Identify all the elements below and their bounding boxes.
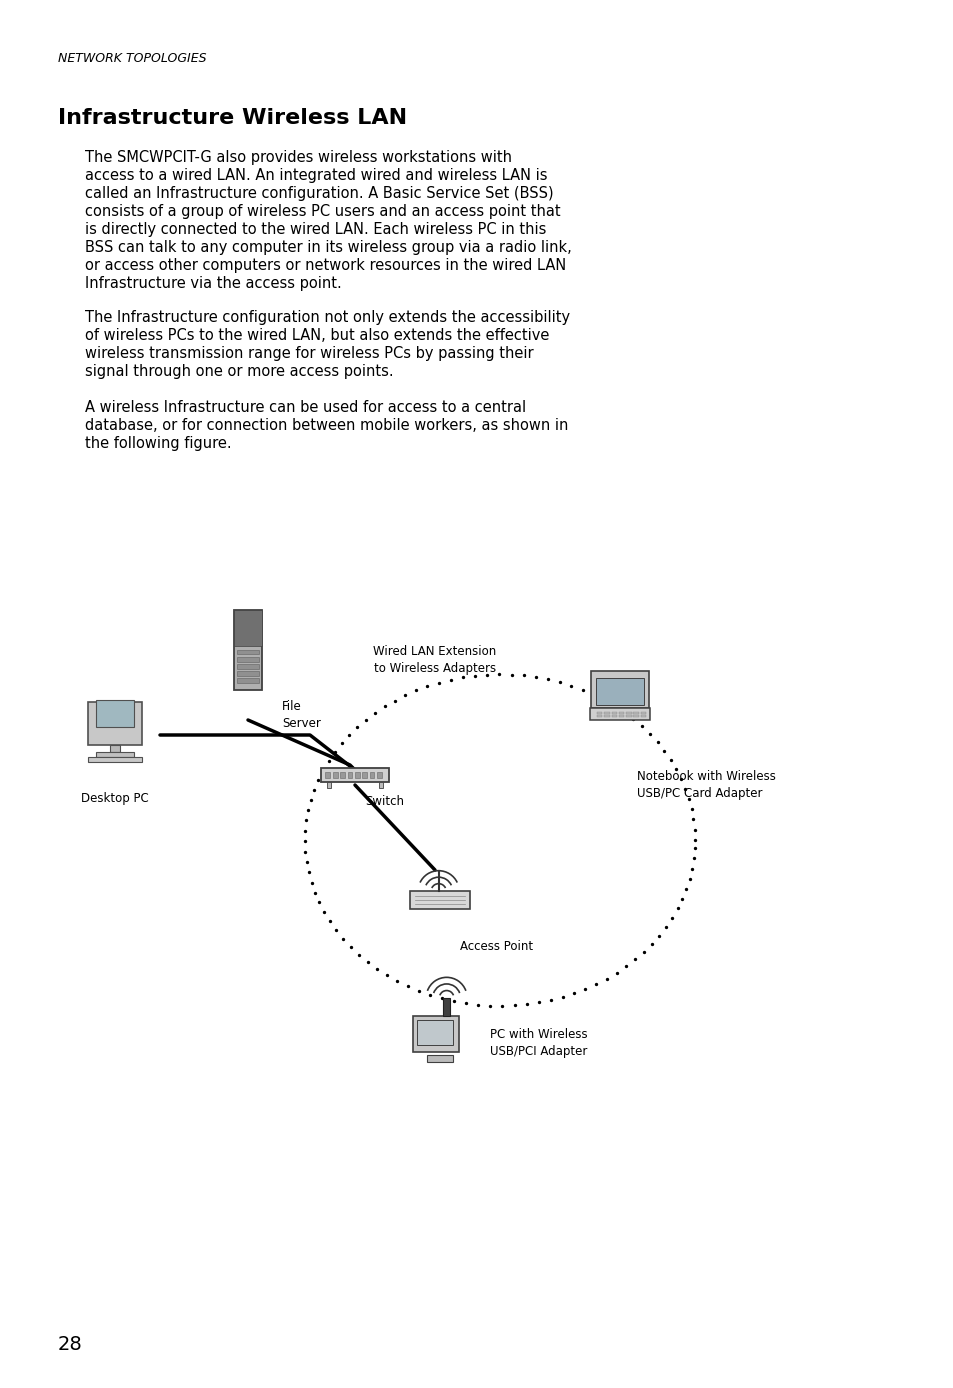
FancyBboxPatch shape <box>595 677 643 705</box>
Text: 28: 28 <box>58 1335 83 1355</box>
FancyBboxPatch shape <box>611 715 617 718</box>
Text: File
Server: File Server <box>282 700 320 730</box>
FancyBboxPatch shape <box>618 715 623 718</box>
Text: Desktop PC: Desktop PC <box>81 793 149 805</box>
FancyBboxPatch shape <box>443 998 450 1016</box>
FancyBboxPatch shape <box>597 715 601 718</box>
FancyBboxPatch shape <box>633 715 639 718</box>
FancyBboxPatch shape <box>236 679 258 683</box>
FancyBboxPatch shape <box>376 772 381 779</box>
FancyBboxPatch shape <box>347 772 352 779</box>
FancyBboxPatch shape <box>427 1055 452 1062</box>
FancyBboxPatch shape <box>340 772 345 779</box>
Text: signal through one or more access points.: signal through one or more access points… <box>85 364 394 379</box>
FancyBboxPatch shape <box>370 772 375 779</box>
FancyBboxPatch shape <box>110 745 120 751</box>
FancyBboxPatch shape <box>410 891 469 909</box>
FancyBboxPatch shape <box>625 715 631 718</box>
Text: consists of a group of wireless PC users and an access point that: consists of a group of wireless PC users… <box>85 204 560 219</box>
FancyBboxPatch shape <box>96 751 133 756</box>
FancyBboxPatch shape <box>640 712 645 713</box>
Text: Notebook with Wireless
USB/PC Card Adapter: Notebook with Wireless USB/PC Card Adapt… <box>637 770 775 799</box>
FancyBboxPatch shape <box>591 670 648 708</box>
Text: is directly connected to the wired LAN. Each wireless PC in this: is directly connected to the wired LAN. … <box>85 222 546 237</box>
FancyBboxPatch shape <box>95 700 134 726</box>
Text: the following figure.: the following figure. <box>85 436 232 451</box>
FancyBboxPatch shape <box>236 657 258 662</box>
FancyBboxPatch shape <box>88 702 142 745</box>
FancyBboxPatch shape <box>321 768 388 781</box>
Text: Infrastructure via the access point.: Infrastructure via the access point. <box>85 276 341 291</box>
FancyBboxPatch shape <box>355 772 359 779</box>
FancyBboxPatch shape <box>640 715 645 718</box>
Text: PC with Wireless
USB/PCI Adapter: PC with Wireless USB/PCI Adapter <box>490 1029 587 1058</box>
Text: A wireless Infrastructure can be used for access to a central: A wireless Infrastructure can be used fo… <box>85 400 525 415</box>
FancyBboxPatch shape <box>413 1016 458 1052</box>
Text: of wireless PCs to the wired LAN, but also extends the effective: of wireless PCs to the wired LAN, but al… <box>85 328 549 343</box>
FancyBboxPatch shape <box>611 712 617 713</box>
Text: database, or for connection between mobile workers, as shown in: database, or for connection between mobi… <box>85 418 568 433</box>
FancyBboxPatch shape <box>618 712 623 713</box>
FancyBboxPatch shape <box>333 772 337 779</box>
Text: Infrastructure Wireless LAN: Infrastructure Wireless LAN <box>58 108 407 128</box>
Text: called an Infrastructure configuration. A Basic Service Set (BSS): called an Infrastructure configuration. … <box>85 186 553 201</box>
FancyBboxPatch shape <box>633 712 639 713</box>
FancyBboxPatch shape <box>236 650 258 655</box>
FancyBboxPatch shape <box>416 1020 453 1045</box>
FancyBboxPatch shape <box>327 781 331 788</box>
Text: NETWORK TOPOLOGIES: NETWORK TOPOLOGIES <box>58 51 206 65</box>
FancyBboxPatch shape <box>603 712 609 713</box>
FancyBboxPatch shape <box>236 672 258 676</box>
FancyBboxPatch shape <box>88 758 142 762</box>
FancyBboxPatch shape <box>625 712 631 713</box>
Text: access to a wired LAN. An integrated wired and wireless LAN is: access to a wired LAN. An integrated wir… <box>85 168 547 183</box>
FancyBboxPatch shape <box>589 708 650 719</box>
FancyBboxPatch shape <box>597 712 601 713</box>
Text: or access other computers or network resources in the wired LAN: or access other computers or network res… <box>85 258 566 273</box>
Text: The SMCWPCIT-G also provides wireless workstations with: The SMCWPCIT-G also provides wireless wo… <box>85 150 512 165</box>
FancyBboxPatch shape <box>603 715 609 718</box>
Text: BSS can talk to any computer in its wireless group via a radio link,: BSS can talk to any computer in its wire… <box>85 240 571 255</box>
FancyBboxPatch shape <box>362 772 367 779</box>
FancyBboxPatch shape <box>234 609 261 645</box>
Text: Wired LAN Extension
to Wireless Adapters: Wired LAN Extension to Wireless Adapters <box>373 645 497 675</box>
FancyBboxPatch shape <box>378 781 382 788</box>
Text: Switch: Switch <box>365 795 403 808</box>
Text: Access Point: Access Point <box>459 940 533 954</box>
FancyBboxPatch shape <box>234 609 261 690</box>
FancyBboxPatch shape <box>325 772 330 779</box>
Text: wireless transmission range for wireless PCs by passing their: wireless transmission range for wireless… <box>85 346 533 361</box>
Text: The Infrastructure configuration not only extends the accessibility: The Infrastructure configuration not onl… <box>85 310 570 325</box>
FancyBboxPatch shape <box>236 663 258 669</box>
